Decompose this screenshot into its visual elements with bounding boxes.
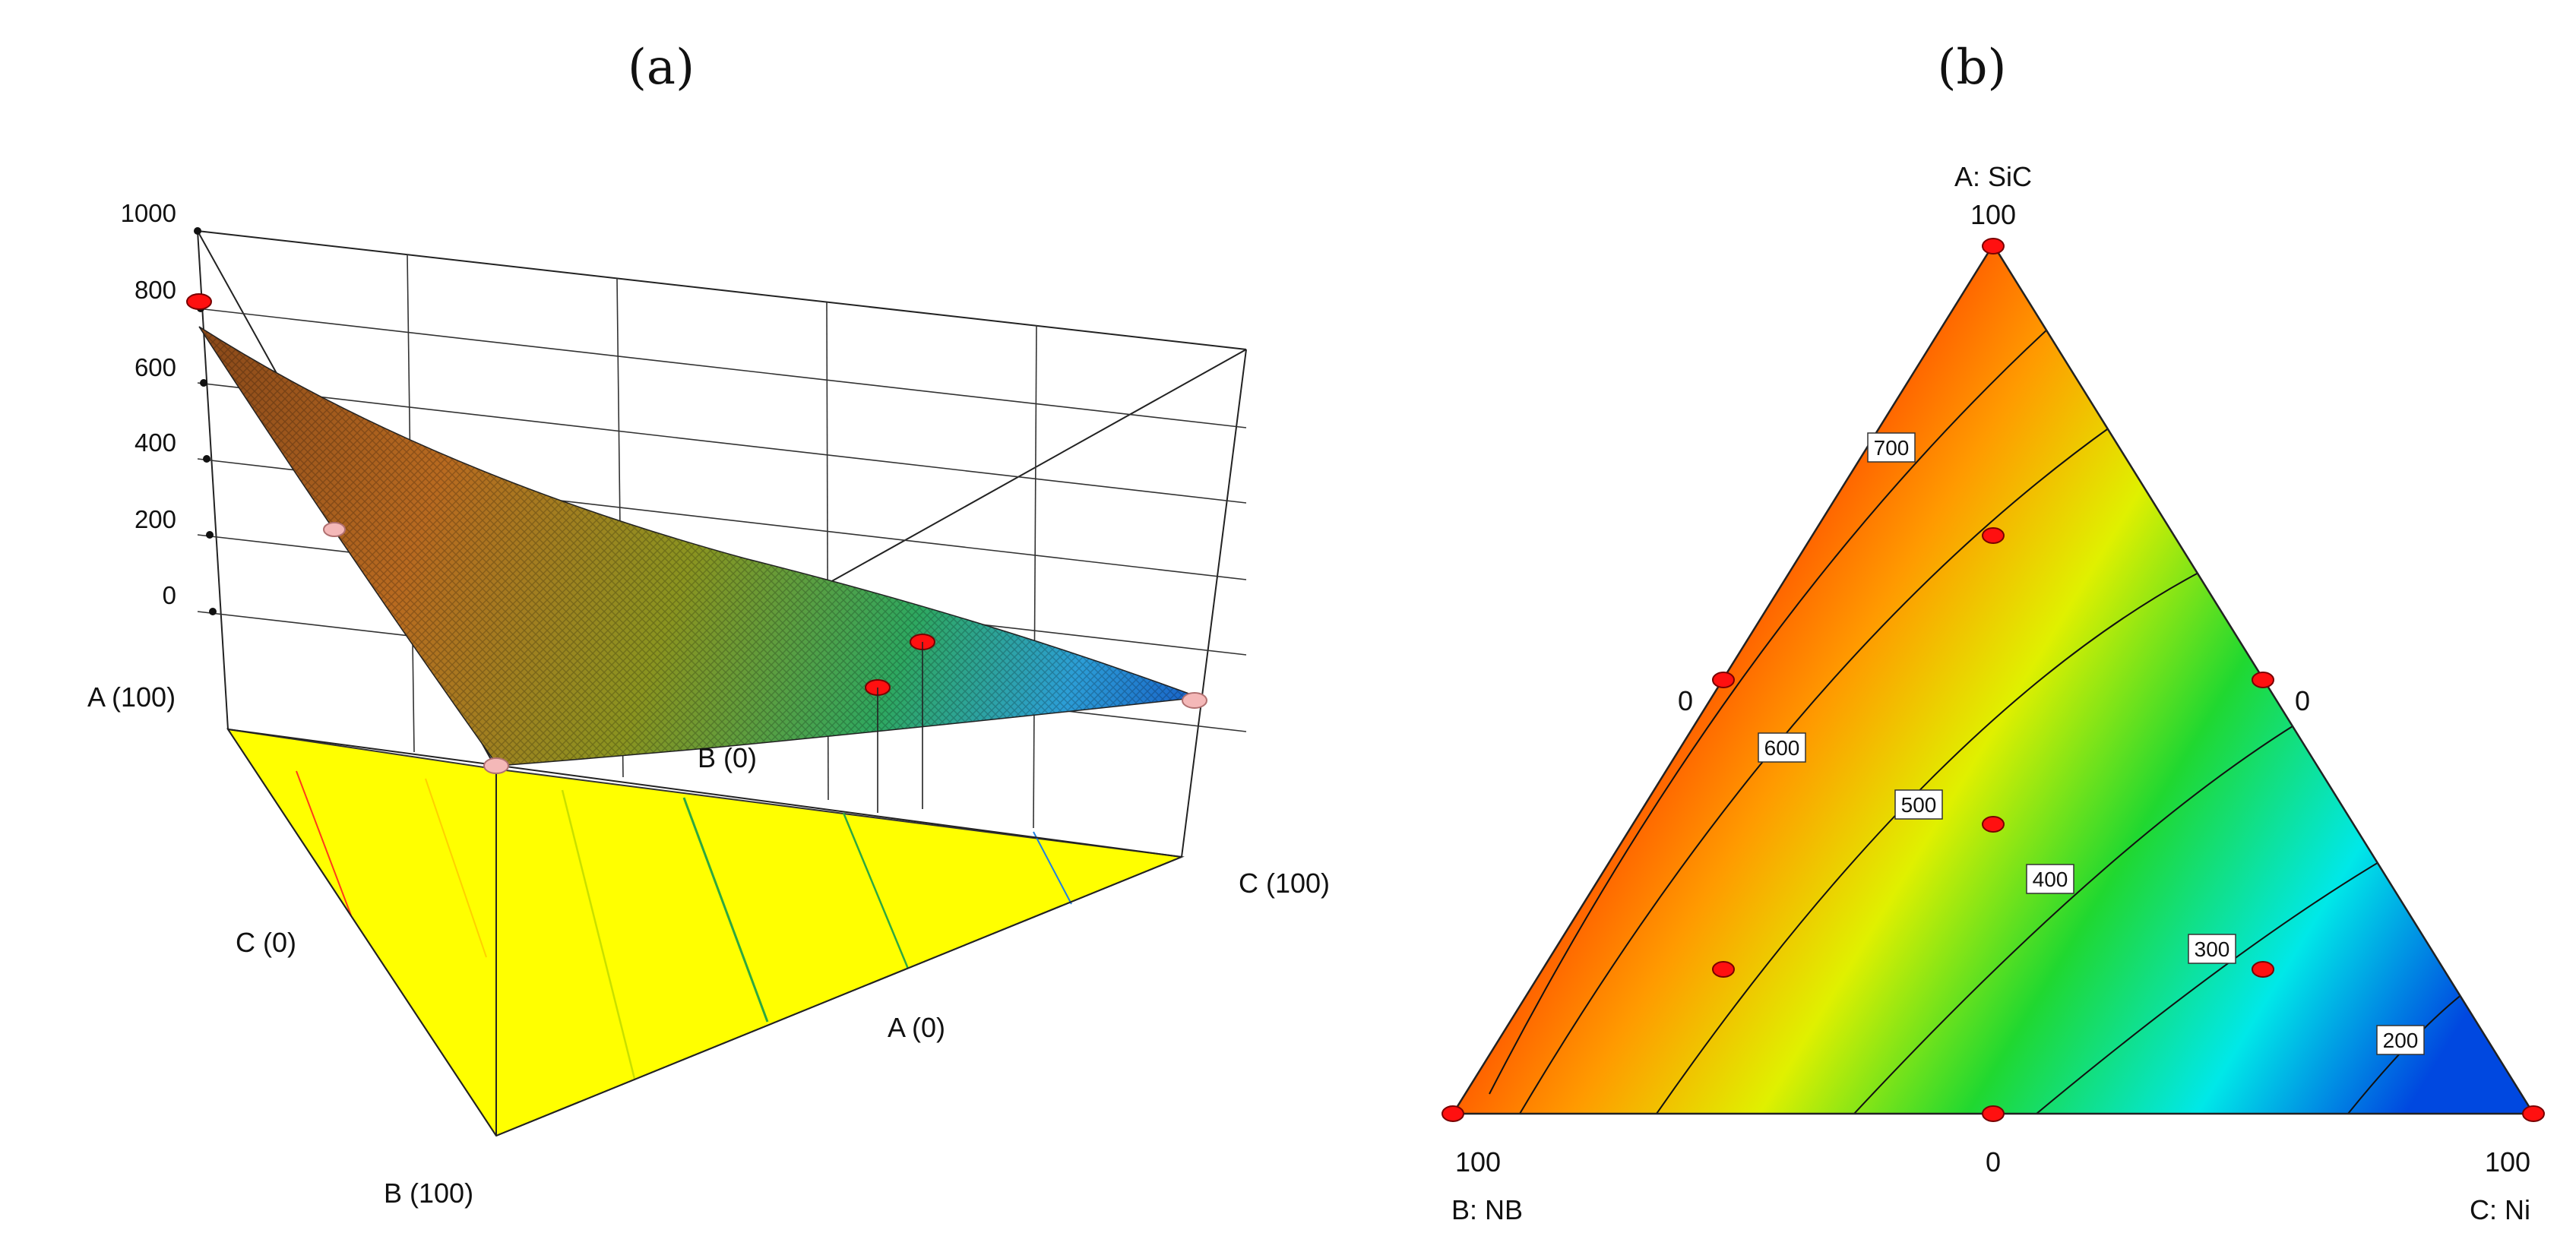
axis-label-b100: B (100) [384,1178,473,1209]
vertex-max-right: 100 [2485,1146,2530,1178]
contour-label-text: 400 [2033,868,2068,891]
design-point [1982,527,2005,544]
z-axis-ticks [194,227,217,615]
z-tick-label: 400 [134,428,176,457]
design-point [483,757,509,774]
contour-label-700: 700 [1867,432,1916,463]
z-tick-label: 600 [134,353,176,381]
contour-line-600 [1519,425,2113,1114]
z-tick-label: 0 [163,581,176,609]
design-point [1441,1105,1464,1122]
base-contour-lines [296,770,1072,1080]
z-tick-label: 200 [134,505,176,533]
design-point [2252,961,2274,978]
design-point [186,293,212,310]
contour-label-400: 400 [2026,864,2074,894]
z-tick-label: 1000 [121,199,176,227]
vertex-label-top: A: SiC [1954,161,2032,192]
contour-lines [1489,311,2493,1114]
axis-label-c100: C (100) [1239,868,1330,899]
design-point [2252,672,2274,688]
design-point [2522,1105,2545,1122]
base-projection [226,728,1185,1137]
surface-mesh [198,326,1200,767]
contour-line-500 [1656,561,2220,1114]
axis-label-c0: C (0) [236,927,296,958]
vertex-label-left: B: NB [1451,1194,1523,1225]
vertex-max-left: 100 [1455,1146,1501,1178]
vertex-label-right: C: Ni [2470,1194,2530,1225]
ternary-plot: 700 600 500 400 300 200 [1441,161,2545,1225]
axis-label-b0: B (0) [698,742,757,773]
contour-label-text: 600 [1764,736,1800,760]
design-point [323,522,346,537]
contour-label-500: 500 [1894,789,1943,820]
contour-label-text: 300 [2195,937,2230,961]
contour-label-600: 600 [1758,732,1806,763]
contour-line-400 [1853,706,2326,1114]
surface-design-points [186,293,1207,813]
design-point [1982,1105,2005,1122]
panel-label-b: (b) [1938,40,2007,96]
axis-label-a100: A (100) [87,681,176,713]
contour-label-text: 200 [2383,1029,2419,1052]
design-point [1982,816,2005,833]
design-point [1982,238,2005,254]
contour-label-text: 500 [1901,793,1937,817]
ternary-design-points [1441,238,2545,1122]
contour-line-700 [1489,311,2068,1095]
design-point [1182,692,1207,709]
zero-label-bottom: 0 [1986,1146,2001,1178]
design-point [1712,961,1735,978]
ternary-fill [1453,245,2533,1114]
zero-label-left: 0 [1678,685,1693,716]
contour-label-300: 300 [2188,934,2236,964]
axis-label-a0: A (0) [888,1012,945,1043]
contour-label-200: 200 [2376,1025,2425,1055]
surface-plot: 1000 800 600 400 200 0 A (100) C (0) B (… [87,199,1330,1209]
design-point [1712,672,1735,688]
zero-label-right: 0 [2295,685,2310,716]
panel-label-a: (a) [628,40,695,96]
vertex-max-top: 100 [1970,199,2016,230]
z-tick-label: 800 [134,276,176,304]
contour-label-text: 700 [1874,436,1910,460]
